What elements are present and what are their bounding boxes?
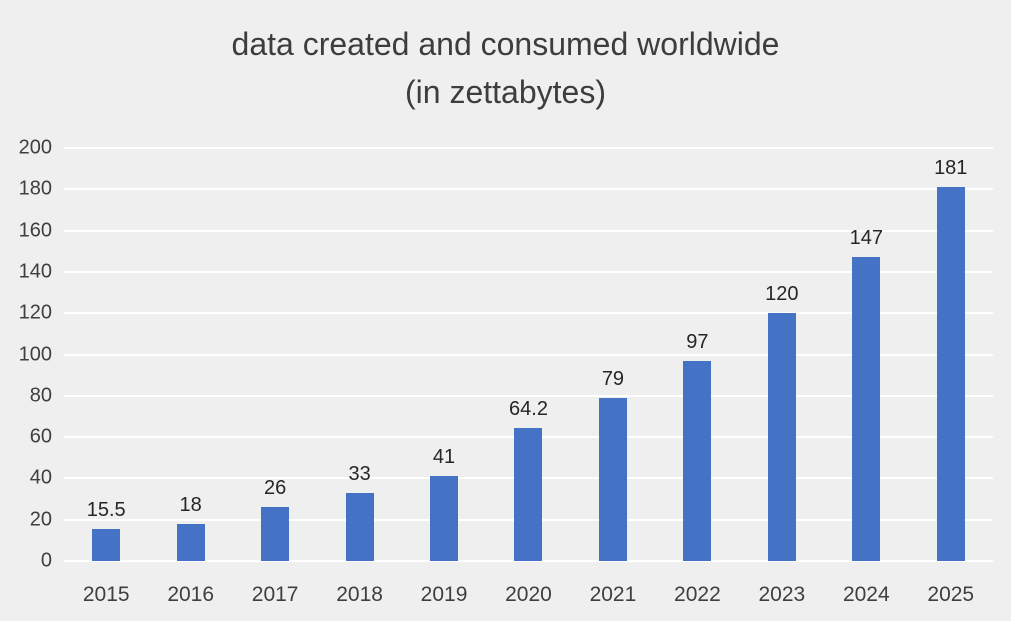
gridline: [64, 229, 993, 232]
bar: 41: [430, 446, 459, 561]
bar: 79: [598, 368, 627, 561]
plot-row: 0 20 40 60 80 100 120 140 160 180 200 15.5 18 26 33 41…: [12, 137, 993, 572]
bar: 18: [176, 494, 205, 561]
bars-layer: 15.5 18 26 33 41 64.2 79 97 120 147 181: [64, 148, 993, 561]
plot-area: 15.5 18 26 33 41 64.2 79 97 120 147 181: [64, 147, 993, 562]
y-tick-label: 100: [18, 343, 52, 365]
bar-value-label: 41: [432, 446, 456, 469]
x-tick-label: 2016: [167, 583, 215, 606]
gridline: [64, 353, 993, 356]
bar-slot: 41: [402, 148, 486, 561]
bar-value-label: 147: [849, 227, 883, 250]
x-tick-label: 2021: [589, 583, 637, 606]
chart-title: data created and consumed worldwide (in …: [0, 20, 1011, 116]
bar: 26: [261, 477, 290, 561]
bar-value-label: 120: [765, 283, 799, 306]
y-tick-label: 40: [29, 466, 52, 489]
x-tick-label: 2022: [674, 583, 721, 606]
y-axis: 0 20 40 60 80 100 120 140 160 180 200: [12, 137, 64, 572]
bar-value-label: 26: [264, 477, 287, 500]
bar: 15.5: [87, 499, 126, 561]
bar: 97: [683, 331, 712, 561]
bar: 33: [345, 463, 374, 561]
x-tick-label: 2024: [842, 583, 890, 606]
y-tick-label: 20: [29, 508, 52, 531]
x-tick-label: 2023: [758, 583, 806, 606]
bar-slot: 97: [655, 148, 739, 561]
bar-value-label: 15.5: [86, 499, 126, 521]
bar-value-label: 18: [179, 493, 202, 516]
bar-slot: 181: [909, 148, 993, 561]
y-tick-label: 60: [29, 425, 52, 448]
y-tick-label: 0: [40, 549, 52, 572]
chart-area: 0 20 40 60 80 100 120 140 160 180 200 15.5 18 26 33 41…: [12, 137, 993, 609]
y-tick-label: 80: [29, 384, 52, 407]
gridline: [64, 188, 993, 191]
gridline: [64, 147, 993, 149]
x-axis: 2015 2016 2017 2018 2019 2020 2021 2022 2023 2024…: [64, 569, 993, 609]
bar-slot: 18: [148, 148, 232, 561]
gridline: [64, 312, 993, 315]
bar: 120: [765, 283, 799, 561]
bar: 181: [934, 157, 967, 561]
bar-value-label: 79: [601, 367, 625, 390]
chart-title-line2: (in zettabytes): [405, 74, 606, 110]
bar-value-label: 33: [348, 462, 371, 485]
y-tick-label: 200: [18, 136, 52, 159]
chart-title-line1: data created and consumed worldwide: [231, 26, 780, 62]
x-tick-label: 2019: [420, 583, 468, 606]
y-tick-label: 180: [18, 177, 52, 200]
bar-value-label: 97: [686, 330, 709, 353]
gridline: [64, 394, 993, 397]
y-tick-label: 160: [18, 219, 52, 242]
bar-slot: 79: [571, 148, 655, 561]
bar: 147: [850, 227, 883, 561]
x-tick-label: 2018: [336, 583, 383, 606]
bar-slot: 147: [824, 148, 908, 561]
gridline: [64, 560, 993, 562]
bar: 64.2: [509, 398, 548, 561]
x-tick-label: 2015: [82, 583, 130, 606]
bar-value-label: 64.2: [509, 398, 548, 421]
bar-slot: 15.5: [64, 148, 148, 561]
bar-slot: 64.2: [486, 148, 570, 561]
x-tick-label: 2017: [251, 583, 299, 606]
bar-value-label: 181: [934, 157, 968, 180]
gridline: [64, 270, 993, 273]
bar-slot: 26: [233, 148, 317, 561]
x-tick-label: 2020: [505, 583, 552, 606]
bar-slot: 33: [317, 148, 401, 561]
y-tick-label: 120: [18, 301, 52, 324]
y-tick-label: 140: [18, 260, 52, 283]
bar-slot: 120: [740, 148, 824, 561]
x-tick-label: 2025: [927, 583, 975, 606]
